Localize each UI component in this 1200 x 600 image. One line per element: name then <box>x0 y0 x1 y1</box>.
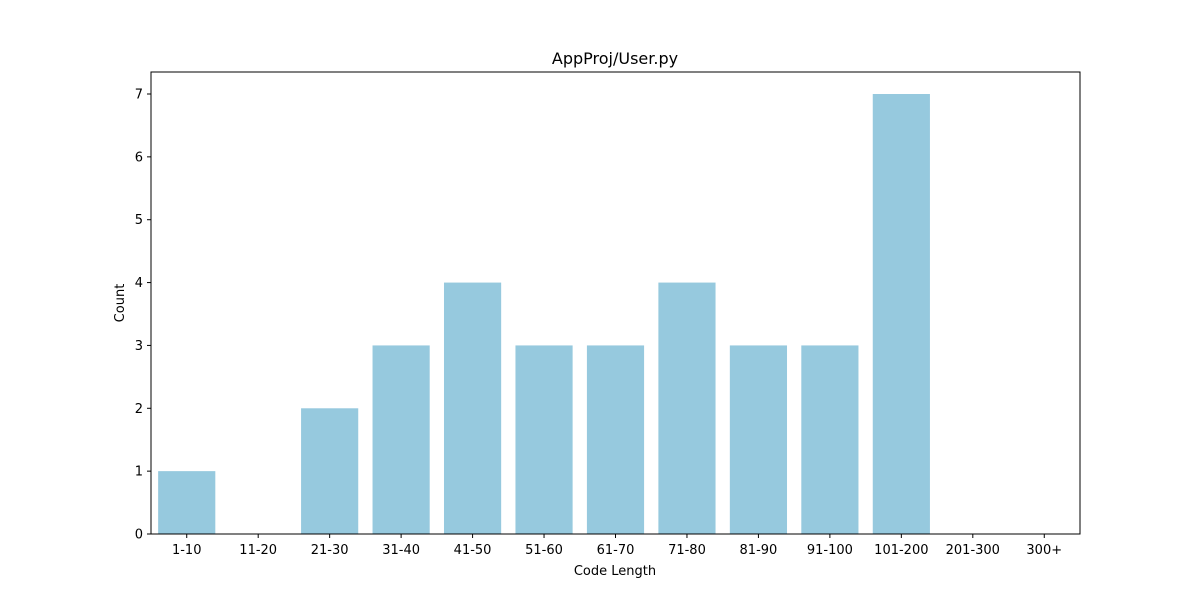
y-axis-label: Count <box>113 284 128 323</box>
x-tick-label: 21-30 <box>311 543 349 558</box>
x-tick-label: 41-50 <box>454 543 492 558</box>
bar-61-70 <box>586 345 645 534</box>
y-tick-label: 7 <box>135 88 143 103</box>
bar-41-50 <box>443 282 502 534</box>
y-tick-label: 0 <box>135 528 143 543</box>
y-tick-label: 4 <box>135 276 143 291</box>
y-tick-label: 5 <box>135 213 143 228</box>
x-tick-label: 201-300 <box>946 543 1000 558</box>
x-tick-label: 71-80 <box>668 543 706 558</box>
bar-1-10 <box>158 471 216 534</box>
bars-group <box>158 94 930 534</box>
bar-71-80 <box>658 282 716 534</box>
bar-31-40 <box>372 345 430 534</box>
x-tick-label: 61-70 <box>597 543 635 558</box>
x-tick-label: 51-60 <box>525 543 563 558</box>
y-tick-label: 1 <box>135 465 143 480</box>
chart-title: AppProj/User.py <box>552 49 678 68</box>
x-tick-label: 300+ <box>1026 543 1062 558</box>
x-tick-label: 31-40 <box>382 543 420 558</box>
y-tick-label: 6 <box>135 150 143 165</box>
x-tick-label: 11-20 <box>239 543 277 558</box>
x-tick-label: 91-100 <box>807 543 853 558</box>
bar-81-90 <box>729 345 788 534</box>
y-axis: 0 1 2 3 4 5 6 7 <box>135 88 151 543</box>
x-tick-label: 81-90 <box>740 543 778 558</box>
x-axis-label: Code Length <box>574 564 656 579</box>
y-tick-label: 2 <box>135 402 143 417</box>
bar-91-100 <box>801 345 859 534</box>
x-tick-label: 101-200 <box>874 543 928 558</box>
bar-101-200 <box>872 94 930 534</box>
x-tick-label: 1-10 <box>172 543 202 558</box>
bar-21-30 <box>301 408 359 534</box>
x-axis: 1-10 11-20 21-30 31-40 41-50 51-60 61-70 71-80 8… <box>172 534 1062 558</box>
y-tick-label: 3 <box>135 339 143 354</box>
bar-51-60 <box>515 345 573 534</box>
